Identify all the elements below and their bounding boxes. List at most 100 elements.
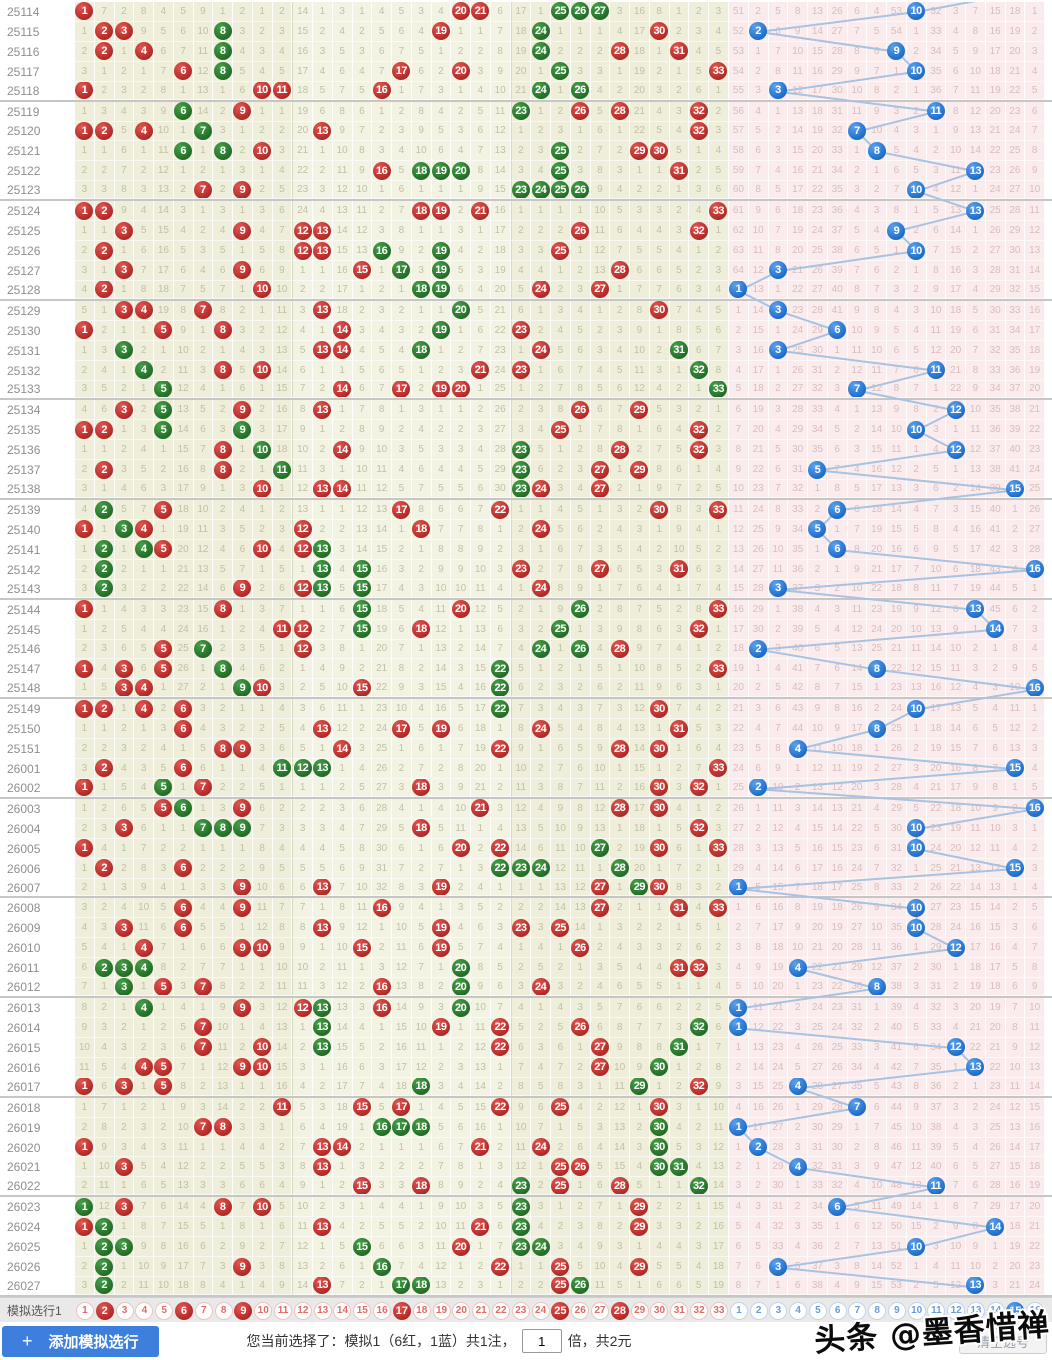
sim-red-ball[interactable]: 24 <box>531 1301 550 1320</box>
sim-red-ball[interactable]: 11 <box>274 1301 293 1320</box>
miss-cell: 5 <box>748 878 769 897</box>
miss-cell: 8 <box>906 400 927 421</box>
miss-cell: 1 <box>649 41 670 62</box>
sim-red-ball[interactable]: 7 <box>194 1301 213 1320</box>
miss-cell: 4 <box>551 699 571 720</box>
sim-blue-ball[interactable]: 8 <box>868 1301 887 1320</box>
miss-cell: 64 <box>729 260 749 281</box>
miss-cell: 7 <box>926 241 947 261</box>
drawn-red-cell: 32 <box>689 818 709 839</box>
miss-cell: 1 <box>867 161 887 182</box>
sim-blue-ball[interactable]: 12 <box>947 1301 966 1320</box>
sim-blue-ball[interactable]: 16 <box>1026 1301 1045 1320</box>
miss-cell: 4 <box>272 699 293 720</box>
miss-cell: 8 <box>768 739 789 760</box>
red-ball: 14 <box>333 440 352 459</box>
drawn-red-cell: 18 <box>411 818 432 839</box>
miss-cell: 4 <box>867 2 887 22</box>
miss-cell: 4 <box>233 340 253 361</box>
miss-cell: 15 <box>926 659 947 680</box>
red-ball: 1 <box>75 81 94 99</box>
drawn-red-cell: 31 <box>669 1157 690 1178</box>
sim-blue-ball[interactable]: 9 <box>887 1301 906 1320</box>
sim-red-ball[interactable]: 22 <box>491 1301 510 1320</box>
sim-red-ball[interactable]: 4 <box>135 1301 154 1320</box>
sim-blue-ball[interactable]: 11 <box>927 1301 946 1320</box>
miss-cell: 3 <box>431 998 452 1019</box>
drawn-red-cell: 27 <box>590 1037 611 1058</box>
sim-red-ball[interactable]: 20 <box>452 1301 471 1320</box>
sim-red-ball[interactable]: 19 <box>432 1301 451 1320</box>
sim-red-ball-selected[interactable]: 25 <box>551 1301 570 1320</box>
sim-blue-ball[interactable]: 7 <box>848 1301 867 1320</box>
sim-red-ball-selected[interactable]: 9 <box>234 1301 253 1320</box>
miss-cell: 5 <box>729 380 749 399</box>
sim-blue-ball[interactable]: 5 <box>808 1301 827 1320</box>
miss-cell: 2 <box>471 41 491 62</box>
sim-red-ball-selected[interactable]: 2 <box>95 1301 114 1320</box>
sim-blue-ball[interactable]: 6 <box>828 1301 847 1320</box>
sim-red-ball[interactable]: 16 <box>373 1301 392 1320</box>
green-ball: 19 <box>431 261 450 280</box>
miss-cell: 15 <box>332 241 353 261</box>
miss-cell: 3 <box>411 2 432 22</box>
miss-cell: 1 <box>292 599 313 620</box>
miss-cell: 3 <box>531 918 551 939</box>
sim-red-ball[interactable]: 27 <box>591 1301 610 1320</box>
sim-blue-ball[interactable]: 2 <box>749 1301 768 1320</box>
sim-red-ball-selected[interactable]: 28 <box>610 1301 629 1320</box>
miss-cell: 4 <box>471 280 491 299</box>
green-ball: 25 <box>551 181 570 199</box>
miss-cell: 1 <box>372 1277 392 1295</box>
miss-cell: 1 <box>233 958 253 979</box>
sim-blue-ball[interactable]: 13 <box>966 1301 985 1320</box>
add-sim-row-button[interactable]: + 添加模拟选行 <box>2 1325 159 1357</box>
sim-blue-ball-selected[interactable]: 15 <box>1006 1301 1025 1320</box>
miss-cell: 24 <box>985 1097 1006 1118</box>
sim-red-ball[interactable]: 10 <box>254 1301 273 1320</box>
miss-cell: 3 <box>134 420 154 441</box>
multiplier-input[interactable] <box>521 1329 562 1353</box>
sim-red-ball[interactable]: 3 <box>115 1301 134 1320</box>
drawn-red-cell: 13 <box>313 759 333 779</box>
sim-red-ball[interactable]: 13 <box>313 1301 332 1320</box>
sim-red-ball[interactable]: 26 <box>571 1301 590 1320</box>
sim-blue-ball[interactable]: 14 <box>986 1301 1005 1320</box>
miss-cell: 1 <box>490 878 511 897</box>
miss-cell: 14 <box>966 141 986 162</box>
sim-red-ball[interactable]: 31 <box>670 1301 689 1320</box>
sim-red-ball-selected[interactable]: 6 <box>174 1301 193 1320</box>
miss-cell: 8 <box>709 1057 729 1078</box>
sim-red-ball[interactable]: 21 <box>472 1301 491 1320</box>
miss-cell: 11 <box>510 778 532 797</box>
red-ball: 1 <box>75 520 94 539</box>
sim-red-ball[interactable]: 18 <box>412 1301 431 1320</box>
sim-blue-ball[interactable]: 4 <box>789 1301 808 1320</box>
miss-cell: 1 <box>272 101 293 122</box>
clear-selection-button[interactable]: 清空选号 <box>959 1328 1047 1354</box>
sim-red-ball[interactable]: 32 <box>690 1301 709 1320</box>
miss-cell: 10 <box>1025 998 1045 1019</box>
sim-red-ball[interactable]: 29 <box>630 1301 649 1320</box>
drawn-red-cell: 3 <box>114 260 135 281</box>
sim-red-ball[interactable]: 8 <box>214 1301 233 1320</box>
sim-red-ball[interactable]: 15 <box>353 1301 372 1320</box>
sim-red-ball[interactable]: 33 <box>709 1301 728 1320</box>
miss-cell: 3 <box>272 21 293 42</box>
sim-red-ball[interactable]: 14 <box>333 1301 352 1320</box>
sim-red-ball[interactable]: 1 <box>75 1301 94 1320</box>
sim-red-ball[interactable]: 30 <box>650 1301 669 1320</box>
sim-blue-ball[interactable]: 10 <box>907 1301 926 1320</box>
period-label: 25121 <box>0 141 75 162</box>
sim-blue-ball[interactable]: 3 <box>769 1301 788 1320</box>
miss-cell: 1 <box>490 519 511 540</box>
sim-blue-ball[interactable]: 1 <box>729 1301 748 1320</box>
miss-cell: 3 <box>788 1217 808 1238</box>
sim-red-ball[interactable]: 23 <box>511 1301 530 1320</box>
sim-red-ball-selected[interactable]: 17 <box>392 1301 411 1320</box>
red-ball: 33 <box>709 759 728 778</box>
sim-red-ball[interactable]: 12 <box>293 1301 312 1320</box>
green-ball: 2 <box>95 958 114 977</box>
miss-cell: 3 <box>689 1237 709 1258</box>
sim-red-ball[interactable]: 5 <box>155 1301 174 1320</box>
